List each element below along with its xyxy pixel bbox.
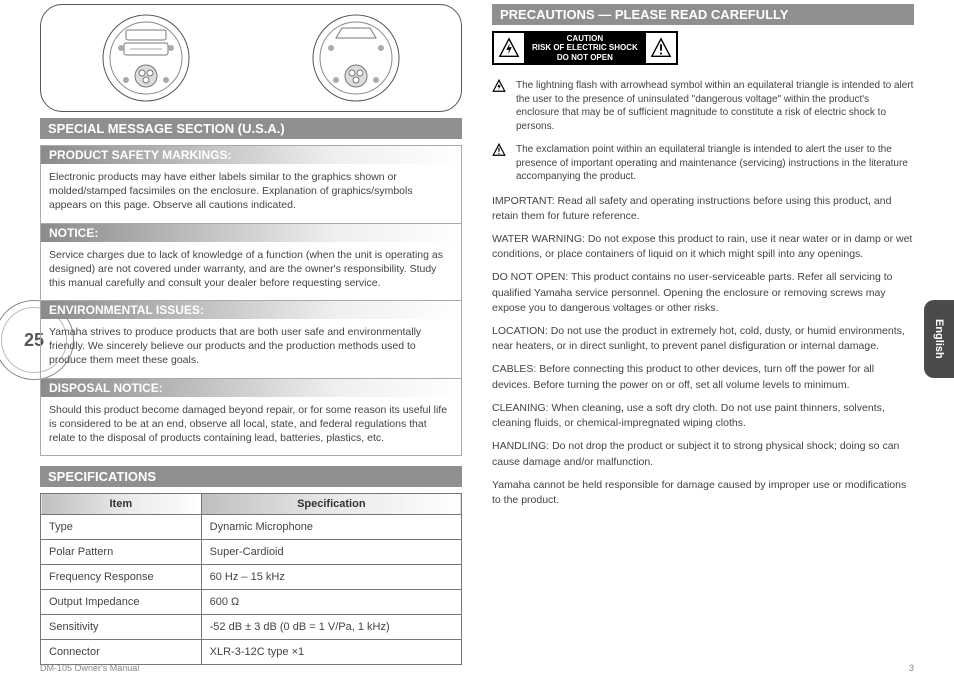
msg-row-1-head: NOTICE: (41, 223, 461, 242)
spec-cell: Output Impedance (41, 590, 202, 615)
precaution-para: LOCATION: Do not use the product in extr… (492, 324, 914, 354)
precaution-para: Yamaha cannot be held responsible for da… (492, 478, 914, 508)
caution-line: RISK OF ELECTRIC SHOCK (532, 43, 638, 52)
caution-label: CAUTION RISK OF ELECTRIC SHOCK DO NOT OP… (492, 31, 678, 65)
precaution-para: CLEANING: When cleaning, use a soft dry … (492, 401, 914, 431)
page-footer: DM-105 Owner's Manual 3 (0, 663, 954, 673)
spec-cell: Polar Pattern (41, 540, 202, 565)
precaution-para: CABLES: Before connecting this product t… (492, 362, 914, 392)
language-tab: English (924, 300, 954, 378)
msg-row-2-body: Yamaha strives to produce products that … (41, 319, 461, 378)
table-row: TypeDynamic Microphone (41, 515, 462, 540)
page-columns: SPECIAL MESSAGE SECTION (U.S.A.) PRODUCT… (0, 0, 954, 665)
msg-row-3-body: Should this product become damaged beyon… (41, 397, 461, 456)
table-row: Polar PatternSuper-Cardioid (41, 540, 462, 565)
left-column: SPECIAL MESSAGE SECTION (U.S.A.) PRODUCT… (40, 4, 462, 665)
table-row: Frequency Response60 Hz – 15 kHz (41, 565, 462, 590)
exclaim-triangle-icon (492, 143, 508, 184)
table-row: ConnectorXLR-3-12C type ×1 (41, 640, 462, 665)
lightning-triangle-icon (494, 33, 524, 63)
lightning-triangle-icon (492, 79, 508, 133)
spec-cell: Connector (41, 640, 202, 665)
precaution-para: WATER WARNING: Do not expose this produc… (492, 232, 914, 262)
precaution-para: DO NOT OPEN: This product contains no us… (492, 270, 914, 316)
table-row: Output Impedance600 Ω (41, 590, 462, 615)
msg-row-0-body: Electronic products may have either labe… (41, 164, 461, 223)
spec-cell: Type (41, 515, 202, 540)
spec-cell: 600 Ω (201, 590, 461, 615)
product-diagram-panel (40, 4, 462, 112)
spec-table: Item Specification TypeDynamic Microphon… (40, 493, 462, 665)
section-heading-messages: SPECIAL MESSAGE SECTION (U.S.A.) (40, 118, 462, 139)
spec-cell: Dynamic Microphone (201, 515, 461, 540)
caution-text: CAUTION RISK OF ELECTRIC SHOCK DO NOT OP… (524, 33, 646, 63)
msg-row-2-head: ENVIRONMENTAL ISSUES: (41, 300, 461, 319)
precaution-para: IMPORTANT: Read all safety and operating… (492, 194, 914, 224)
spec-cell: Super-Cardioid (201, 540, 461, 565)
footer-left: DM-105 Owner's Manual (40, 663, 139, 673)
table-row: Sensitivity-52 dB ± 3 dB (0 dB = 1 V/Pa,… (41, 615, 462, 640)
exclaim-triangle-icon (646, 33, 676, 63)
spec-cell: -52 dB ± 3 dB (0 dB = 1 V/Pa, 1 kHz) (201, 615, 461, 640)
diagram-connector-right (306, 8, 406, 108)
messages-box: PRODUCT SAFETY MARKINGS: Electronic prod… (40, 145, 462, 456)
legend-exclaim: The exclamation point within an equilate… (492, 143, 914, 184)
footer-right: 3 (909, 663, 914, 673)
diagram-connector-left (96, 8, 196, 108)
legend-text: The exclamation point within an equilate… (516, 143, 914, 184)
section-heading-precautions: PRECAUTIONS — PLEASE READ CAREFULLY (492, 4, 914, 25)
right-column: PRECAUTIONS — PLEASE READ CAREFULLY CAUT… (492, 4, 914, 665)
caution-line: DO NOT OPEN (532, 53, 638, 62)
section-heading-specs: SPECIFICATIONS (40, 466, 462, 487)
precaution-para: HANDLING: Do not drop the product or sub… (492, 439, 914, 469)
spec-col-value: Specification (201, 494, 461, 515)
spec-col-item: Item (41, 494, 202, 515)
spec-cell: 60 Hz – 15 kHz (201, 565, 461, 590)
msg-row-1-body: Service charges due to lack of knowledge… (41, 242, 461, 301)
spec-cell: Frequency Response (41, 565, 202, 590)
spec-cell: Sensitivity (41, 615, 202, 640)
legend-lightning: The lightning flash with arrowhead symbo… (492, 79, 914, 133)
legend-text: The lightning flash with arrowhead symbo… (516, 79, 914, 133)
msg-row-3-head: DISPOSAL NOTICE: (41, 378, 461, 397)
msg-row-0-head: PRODUCT SAFETY MARKINGS: (41, 145, 461, 164)
caution-line: CAUTION (532, 34, 638, 43)
spec-cell: XLR-3-12C type ×1 (201, 640, 461, 665)
